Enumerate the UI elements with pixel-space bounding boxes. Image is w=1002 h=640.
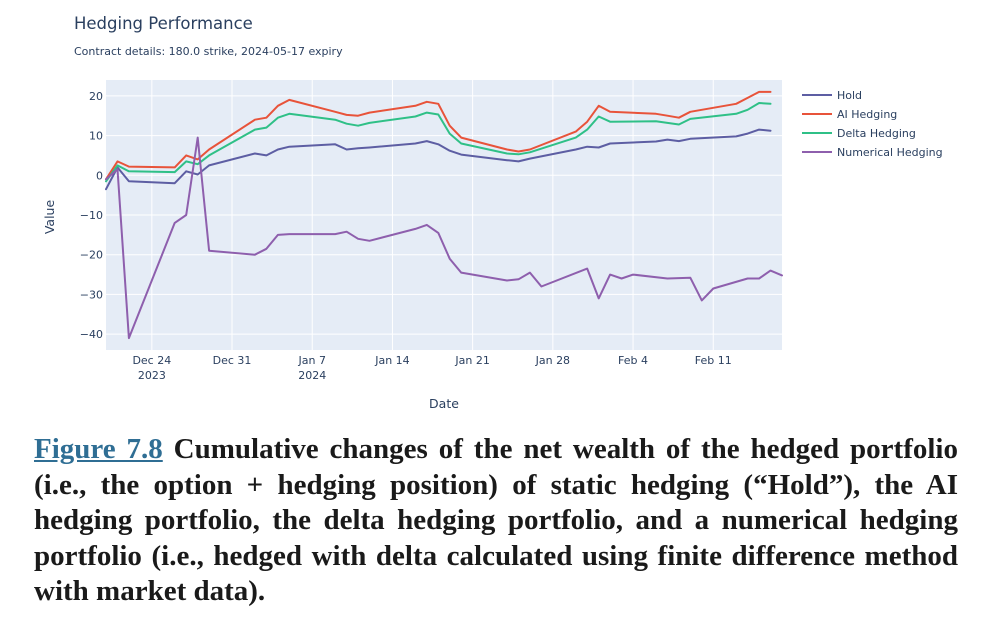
- x-tick-label: Jan 28: [535, 354, 570, 367]
- x-axis-label: Date: [429, 396, 459, 411]
- series-lines: [105, 90, 783, 340]
- legend-label: Numerical Hedging: [837, 146, 943, 159]
- figure-link[interactable]: Figure 7.8: [34, 433, 163, 465]
- hedging-performance-chart: Hedging Performance Contract details: 18…: [42, 14, 943, 411]
- y-tick-label: 20: [89, 90, 103, 103]
- y-tick-label: 0: [96, 169, 103, 182]
- chart-title: Hedging Performance: [74, 14, 253, 33]
- x-tick-year-label: 2023: [138, 369, 166, 382]
- legend-item-numerical-hedging[interactable]: Numerical Hedging: [802, 146, 943, 159]
- series-line-ai-hedging: [105, 90, 772, 181]
- legend-label: Hold: [837, 89, 862, 102]
- x-axis-ticks: Dec 24 2023 Dec 31 Jan 7 2024 Jan 14 Jan 21 Jan…: [132, 354, 731, 382]
- legend[interactable]: Hold AI Hedging Delta Hedging Numerical Hed…: [802, 89, 943, 159]
- x-tick-year-label: 2024: [298, 369, 326, 382]
- caption-text: Cumulative changes of the net wealth of …: [34, 433, 958, 607]
- y-tick-label: 10: [89, 130, 103, 143]
- x-tick-label: Jan 7: [298, 354, 326, 367]
- x-tick-label: Jan 14: [374, 354, 409, 367]
- y-tick-label: −20: [80, 249, 103, 262]
- y-tick-label: −30: [80, 288, 103, 301]
- y-tick-label: −40: [80, 328, 103, 341]
- series-line-hold: [105, 128, 772, 191]
- legend-item-ai-hedging[interactable]: AI Hedging: [802, 108, 897, 121]
- legend-item-hold[interactable]: Hold: [802, 89, 862, 102]
- x-tick-label: Jan 21: [454, 354, 489, 367]
- figure-caption: Figure 7.8 Cumulative changes of the net…: [34, 432, 958, 610]
- series-line-delta-hedging: [105, 102, 772, 183]
- gridlines: [106, 80, 782, 350]
- chart-subtitle: Contract details: 180.0 strike, 2024-05-…: [74, 45, 343, 58]
- legend-label: AI Hedging: [837, 108, 897, 121]
- legend-item-delta-hedging[interactable]: Delta Hedging: [802, 127, 916, 140]
- x-tick-label: Feb 11: [695, 354, 732, 367]
- series-line-numerical-hedging: [105, 136, 783, 340]
- x-tick-label: Dec 31: [213, 354, 252, 367]
- x-tick-label: Feb 4: [618, 354, 648, 367]
- y-tick-label: −10: [80, 209, 103, 222]
- x-tick-label: Dec 24: [132, 354, 171, 367]
- legend-label: Delta Hedging: [837, 127, 916, 140]
- y-axis-ticks: 20 10 0 −10 −20 −30 −40: [80, 90, 103, 341]
- y-axis-label: Value: [42, 200, 57, 235]
